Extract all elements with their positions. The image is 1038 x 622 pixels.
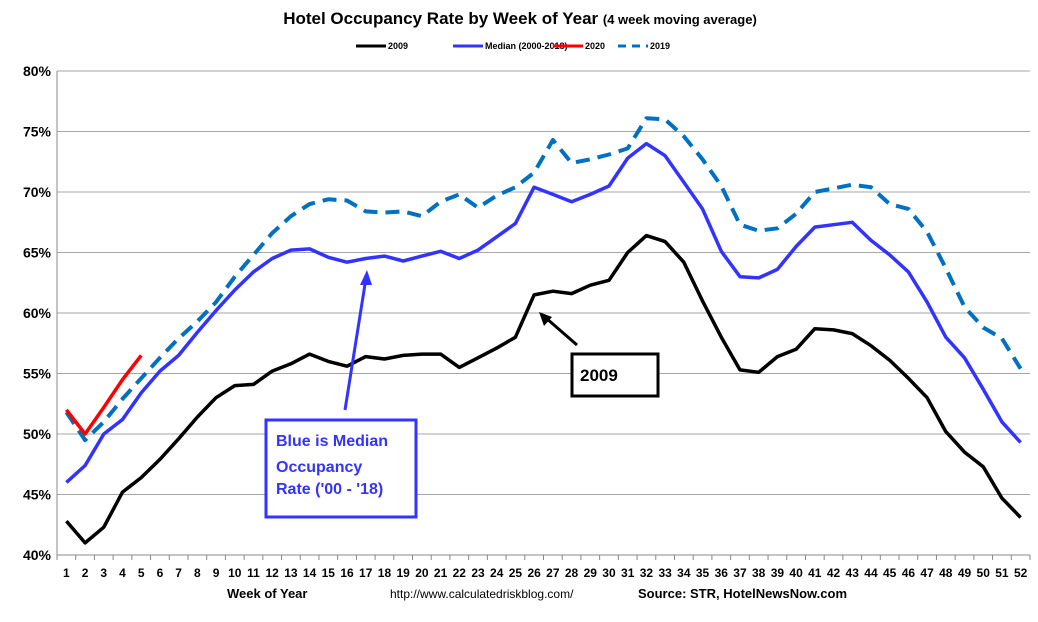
median-arrow-head bbox=[360, 270, 372, 285]
x-tick-label: 41 bbox=[808, 566, 822, 580]
x-axis: 1 2 3 4 5 6 7 8 9 10 11 12 13 14 15 16 17 18 19 20 21 22 23 24 2… bbox=[56, 554, 1031, 580]
x-tick-label: 18 bbox=[378, 566, 392, 580]
x-tick-label: 39 bbox=[771, 566, 785, 580]
x-tick-label: 51 bbox=[995, 566, 1009, 580]
y-tick-label: 70% bbox=[23, 184, 52, 200]
x-tick-label: 48 bbox=[939, 566, 953, 580]
x-tick-label: 50 bbox=[977, 566, 991, 580]
series-lines bbox=[64, 116, 1023, 545]
x-tick-label: 46 bbox=[902, 566, 916, 580]
x-tick-label: 45 bbox=[883, 566, 897, 580]
x-tick-label: 17 bbox=[359, 566, 373, 580]
median-annotation-line1: Blue is Median bbox=[276, 433, 388, 450]
x-tick-label: 47 bbox=[920, 566, 934, 580]
x-tick-label: 20 bbox=[415, 566, 429, 580]
x-tick-label: 25 bbox=[509, 566, 523, 580]
x-tick-label: 29 bbox=[584, 566, 598, 580]
median-arrow bbox=[343, 277, 368, 411]
y-tick-label: 45% bbox=[23, 487, 52, 503]
2009-annotation-box bbox=[570, 352, 660, 398]
y-tick-label: 75% bbox=[23, 124, 52, 140]
x-tick-label: 14 bbox=[303, 566, 317, 580]
series-line-2009 bbox=[65, 233, 1022, 545]
x-tick-label: 24 bbox=[490, 566, 504, 580]
median-annotation-line3: Rate ('00 - '18) bbox=[276, 481, 383, 498]
series-line-2019 bbox=[64, 116, 1023, 443]
x-tick-label: 34 bbox=[677, 566, 691, 580]
x-tick-label: 7 bbox=[175, 566, 182, 580]
x-tick-label: 11 bbox=[247, 566, 260, 580]
y-tick-label: 65% bbox=[23, 245, 52, 261]
series-line-median-2000-2018- bbox=[65, 141, 1022, 484]
series-line-2020 bbox=[65, 354, 143, 436]
x-tick-label: 22 bbox=[453, 566, 467, 580]
x-tick-label: 44 bbox=[864, 566, 878, 580]
x-tick-label: 12 bbox=[266, 566, 280, 580]
chart-title: Hotel Occupancy Rate by Week of Year (4 … bbox=[283, 9, 757, 28]
x-tick-label: 43 bbox=[846, 566, 860, 580]
median-annotation-line2: Occupancy bbox=[276, 459, 362, 476]
x-tick-label: 36 bbox=[715, 566, 729, 580]
x-tick-label: 23 bbox=[471, 566, 485, 580]
x-tick-label: 42 bbox=[827, 566, 841, 580]
x-tick-label: 6 bbox=[157, 566, 164, 580]
legend-label: 2019 bbox=[650, 41, 670, 51]
x-tick-label: 3 bbox=[100, 566, 107, 580]
2009-arrow-head bbox=[539, 312, 552, 326]
x-tick-label: 30 bbox=[602, 566, 616, 580]
x-tick-label: 37 bbox=[733, 566, 747, 580]
y-tick-label: 60% bbox=[23, 305, 52, 321]
y-tick-label: 55% bbox=[23, 366, 52, 382]
y-tick-label: 40% bbox=[23, 547, 52, 563]
x-axis-label: Week of Year bbox=[227, 586, 307, 601]
2009-annotation-label: 2009 bbox=[580, 366, 618, 385]
x-tick-label: 5 bbox=[138, 566, 145, 580]
x-tick-label: 4 bbox=[119, 566, 126, 580]
x-tick-label: 33 bbox=[658, 566, 672, 580]
x-tick-label: 28 bbox=[565, 566, 579, 580]
2009-arrow bbox=[545, 316, 578, 347]
x-tick-label: 13 bbox=[284, 566, 298, 580]
x-tick-label: 16 bbox=[340, 566, 354, 580]
x-tick-label: 1 bbox=[63, 566, 70, 580]
x-tick-label: 9 bbox=[213, 566, 220, 580]
footer-url[interactable]: http://www.calculatedriskblog.com/ bbox=[390, 587, 574, 601]
x-tick-label: 35 bbox=[696, 566, 710, 580]
x-tick-label: 49 bbox=[958, 566, 972, 580]
x-tick-label: 10 bbox=[228, 566, 242, 580]
x-tick-label: 27 bbox=[546, 566, 560, 580]
y-tick-label: 50% bbox=[23, 426, 52, 442]
x-tick-label: 8 bbox=[194, 566, 201, 580]
x-tick-label: 19 bbox=[396, 566, 410, 580]
legend-label: Median (2000-2018) bbox=[485, 41, 568, 51]
legend-label: 2009 bbox=[388, 41, 408, 51]
x-tick-label: 2 bbox=[82, 566, 89, 580]
footer-source: Source: STR, HotelNewsNow.com bbox=[638, 586, 847, 601]
x-tick-label: 38 bbox=[752, 566, 766, 580]
median-annotation-box bbox=[264, 418, 418, 519]
x-tick-label: 52 bbox=[1014, 566, 1028, 580]
x-tick-label: 31 bbox=[621, 566, 635, 580]
x-tick-label: 15 bbox=[322, 566, 336, 580]
legend: 2009 Median (2000-2018) 2020 2019 bbox=[356, 41, 670, 51]
x-tick-label: 40 bbox=[789, 566, 803, 580]
legend-label: 2020 bbox=[585, 41, 605, 51]
y-axis: 40% 45% 50% 55% 60% 65% 70% 75% 80% bbox=[23, 63, 58, 563]
x-tick-label: 32 bbox=[640, 566, 654, 580]
x-tick-label: 26 bbox=[527, 566, 541, 580]
x-tick-label: 21 bbox=[434, 566, 448, 580]
y-tick-label: 80% bbox=[23, 63, 52, 79]
